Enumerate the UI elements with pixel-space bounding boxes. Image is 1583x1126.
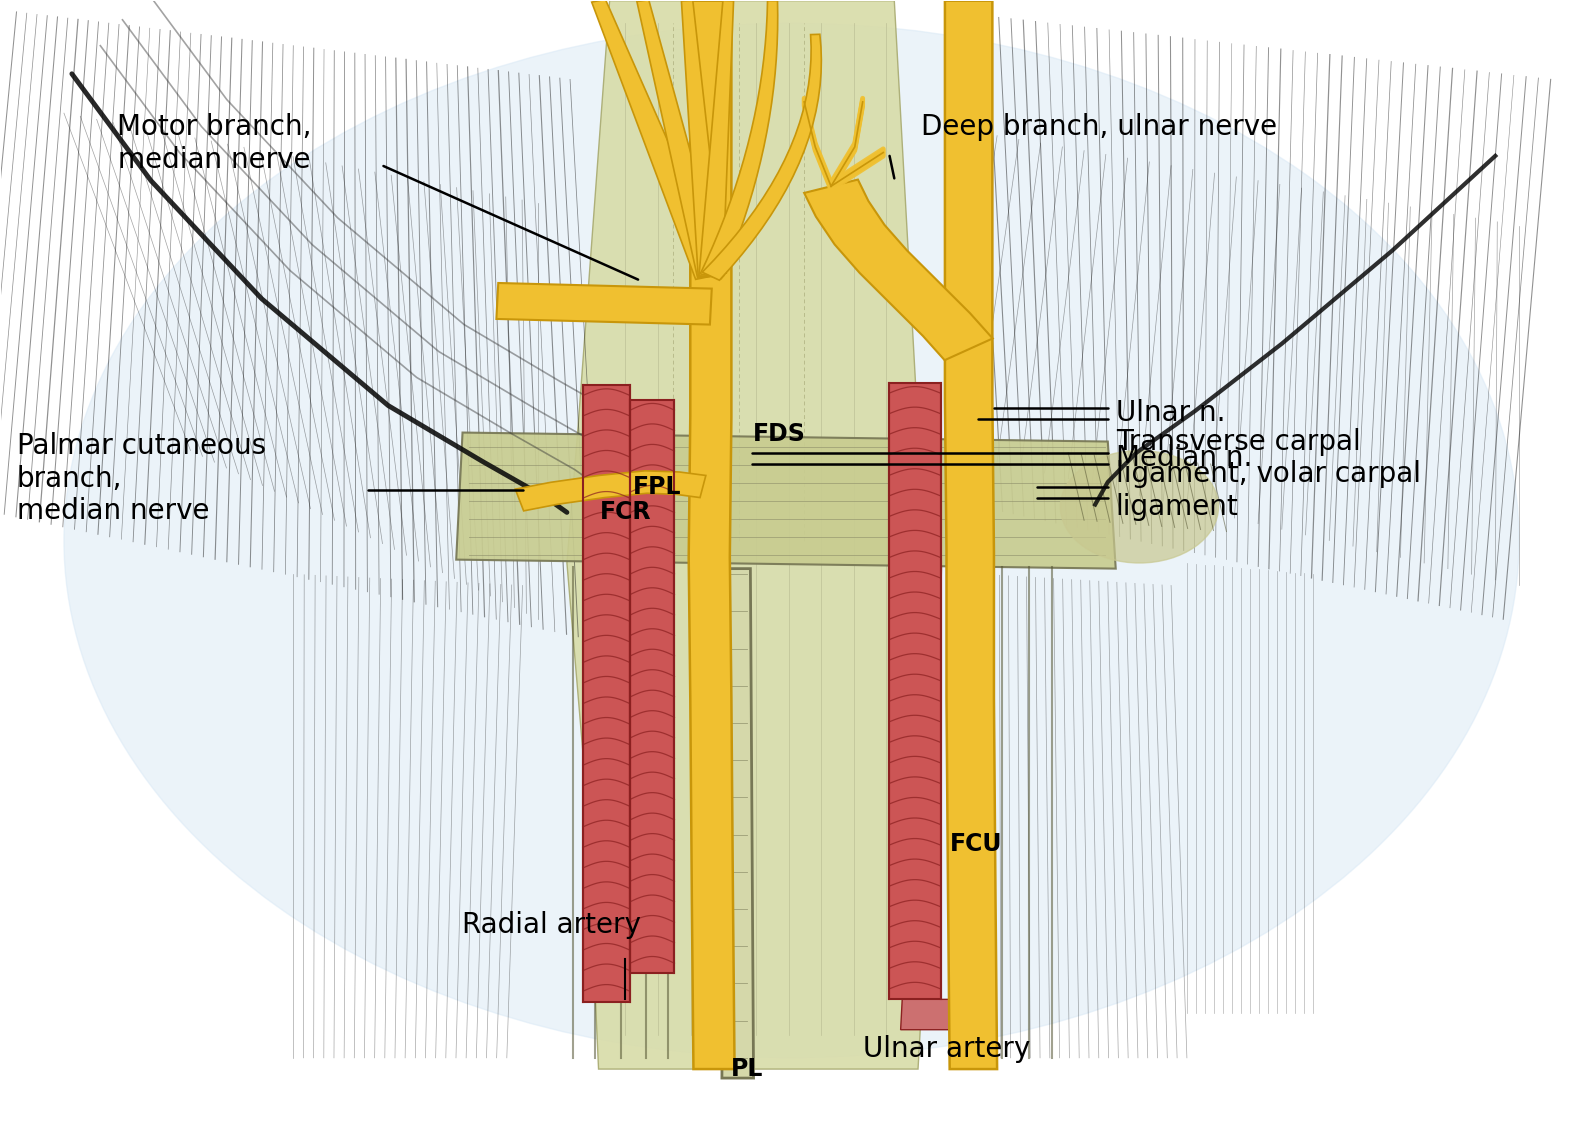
Polygon shape bbox=[583, 385, 630, 1002]
Polygon shape bbox=[456, 432, 1116, 569]
Polygon shape bbox=[516, 471, 706, 511]
Text: FCU: FCU bbox=[950, 832, 1002, 856]
Polygon shape bbox=[630, 400, 674, 974]
Polygon shape bbox=[700, 1, 777, 278]
Text: Radial artery: Radial artery bbox=[462, 911, 641, 939]
Polygon shape bbox=[592, 0, 727, 279]
Text: Ulnar n.: Ulnar n. bbox=[1116, 400, 1225, 428]
Polygon shape bbox=[888, 383, 940, 1000]
Polygon shape bbox=[901, 1000, 967, 1029]
Polygon shape bbox=[681, 0, 723, 277]
Text: Ulnar artery: Ulnar artery bbox=[863, 1035, 1031, 1063]
Polygon shape bbox=[700, 0, 733, 277]
Text: Motor branch,
median nerve: Motor branch, median nerve bbox=[117, 113, 312, 173]
Text: PL: PL bbox=[731, 1057, 763, 1081]
Text: FCR: FCR bbox=[600, 500, 651, 525]
Ellipse shape bbox=[63, 24, 1520, 1057]
Text: Palmar cutaneous
branch,
median nerve: Palmar cutaneous branch, median nerve bbox=[16, 432, 266, 525]
Polygon shape bbox=[567, 1, 942, 1069]
Polygon shape bbox=[945, 1, 997, 1069]
Text: Transverse carpal
ligament, volar carpal
ligament: Transverse carpal ligament, volar carpal… bbox=[1116, 428, 1420, 521]
Polygon shape bbox=[636, 0, 723, 278]
Polygon shape bbox=[689, 1, 735, 1069]
Polygon shape bbox=[703, 34, 822, 280]
Ellipse shape bbox=[1061, 450, 1219, 563]
Text: FDS: FDS bbox=[752, 421, 806, 446]
Polygon shape bbox=[804, 179, 993, 360]
Polygon shape bbox=[722, 569, 754, 1078]
Text: FPL: FPL bbox=[633, 474, 681, 499]
Polygon shape bbox=[497, 283, 712, 324]
Text: Deep branch, ulnar nerve: Deep branch, ulnar nerve bbox=[921, 113, 1277, 141]
Text: Median n.: Median n. bbox=[1116, 445, 1252, 473]
